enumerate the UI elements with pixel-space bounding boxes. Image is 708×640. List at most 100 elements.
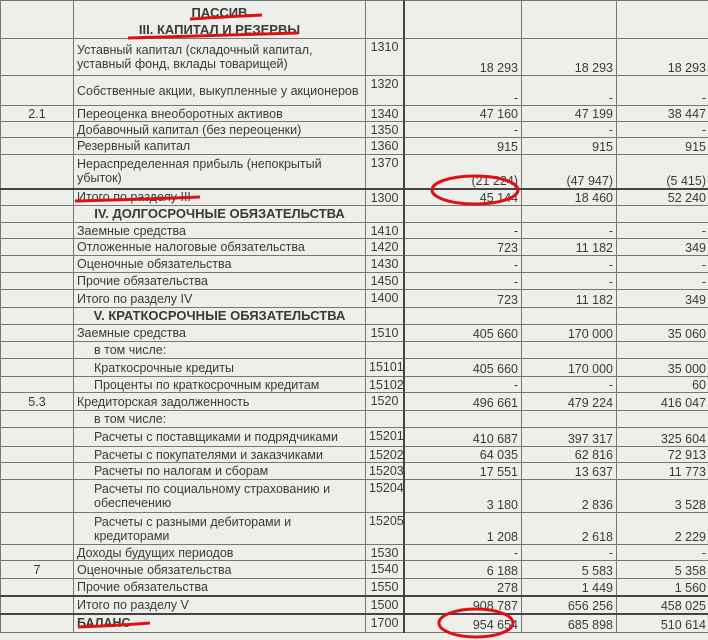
note-cell	[0, 578, 74, 596]
table-row: Заемные средства 1510 405 660 170 000 35 060	[0, 324, 708, 342]
line-code	[365, 307, 405, 325]
value-two-years-prior: -	[616, 255, 708, 273]
value-two-years-prior	[616, 341, 708, 359]
value-current: 723	[403, 238, 522, 256]
section-title: ПАССИВ	[191, 4, 248, 20]
value-current: 410 687	[403, 427, 522, 447]
total-row: БАЛАНС 1700 954 654 685 898 510 614	[0, 612, 708, 633]
line-code: 15203	[365, 462, 405, 480]
value-current: 496 661	[403, 392, 522, 411]
line-item-label: ПАССИВ III. КАПИТАЛ И РЕЗЕРВЫ	[73, 0, 366, 39]
line-code	[365, 0, 405, 39]
table-row: Оценочные обязательства 1430- - -	[0, 255, 708, 273]
line-item-label: IV. ДОЛГОСРОЧНЫЕ ОБЯЗАТЕЛЬСТВА	[73, 205, 366, 223]
note-cell	[0, 121, 74, 138]
note-cell	[0, 462, 74, 480]
line-item-label: Расчеты с покупателями и заказчиками	[73, 446, 366, 463]
value-two-years-prior: 3 528	[616, 479, 708, 513]
note-cell: 2.1	[0, 105, 74, 122]
total-row: Итого по разделу V 1500 908 787 656 256 458 …	[0, 594, 708, 614]
value-prior-year: 18 460	[521, 187, 617, 206]
note-cell: 7	[0, 560, 74, 579]
value-prior-year: 62 816	[521, 446, 617, 463]
line-code: 15205	[365, 512, 405, 545]
line-item-label: Отложенные налоговые обязательства	[73, 238, 366, 256]
value-prior-year	[521, 307, 617, 325]
value-prior-year: 397 317	[521, 427, 617, 447]
table-row: Отложенные налоговые обязательства 1420 72…	[0, 238, 708, 256]
note-cell: 5.3	[0, 392, 74, 411]
section-header-row: V. КРАТКОСРОЧНЫЕ ОБЯЗАТЕЛЬСТВА	[0, 307, 708, 325]
line-item-label: Собственные акции, выкупленные у акционе…	[73, 75, 366, 106]
table-row: Расчеты с покупателями и заказчиками 1520…	[0, 446, 708, 463]
value-two-years-prior: 18 293	[616, 38, 708, 76]
line-code: 1350	[365, 121, 405, 138]
note-cell	[0, 154, 74, 189]
value-current: -	[403, 75, 522, 106]
table-row: Итого по разделу IV 1400 723 11 182 349	[0, 289, 708, 308]
value-prior-year: 1 449	[521, 578, 617, 596]
line-code: 15101	[365, 358, 405, 377]
line-item-label: Итого по разделу IV	[73, 289, 366, 308]
value-current: 405 660	[403, 324, 522, 342]
line-code: 1500	[365, 594, 405, 614]
value-prior-year: 5 583	[521, 560, 617, 579]
section-header-row: IV. ДОЛГОСРОЧНЫЕ ОБЯЗАТЕЛЬСТВА	[0, 205, 708, 223]
value-prior-year: 915	[521, 137, 617, 155]
line-code: 1510	[365, 324, 405, 342]
value-current: 908 787	[403, 594, 522, 614]
value-current: 954 654	[403, 612, 522, 633]
line-code	[365, 341, 405, 359]
line-code	[365, 410, 405, 428]
value-two-years-prior: -	[616, 544, 708, 561]
value-two-years-prior: -	[616, 272, 708, 290]
line-code: 1370	[365, 154, 405, 189]
note-cell	[0, 612, 74, 633]
value-current	[403, 307, 522, 325]
table-row: Расчеты по социальному страхованию и обе…	[0, 479, 708, 513]
line-item-label: в том числе:	[73, 410, 366, 428]
value-two-years-prior: 5 358	[616, 560, 708, 579]
value-two-years-prior: 60	[616, 376, 708, 393]
note-cell	[0, 446, 74, 463]
line-item-label: Добавочный капитал (без переоценки)	[73, 121, 366, 138]
table-row: Расчеты с разными дебиторами и кредитора…	[0, 512, 708, 545]
line-item-label: Оценочные обязательства	[73, 255, 366, 273]
value-current: -	[403, 222, 522, 239]
table-row: Прочие обязательства 1550 278 1 449 1 560	[0, 578, 708, 596]
value-prior-year: (47 947)	[521, 154, 617, 189]
line-item-label: Заемные средства	[73, 222, 366, 239]
value-current: -	[403, 272, 522, 290]
line-item-label: Прочие обязательства	[73, 578, 366, 596]
line-item-label: Краткосрочные кредиты	[73, 358, 366, 377]
value-current: -	[403, 121, 522, 138]
note-cell	[0, 205, 74, 223]
line-item-label: Проценты по краткосрочным кредитам	[73, 376, 366, 393]
line-item-label: БАЛАНС	[73, 612, 366, 633]
value-two-years-prior: -	[616, 75, 708, 106]
section-header-label: III. КАПИТАЛ И РЕЗЕРВЫ	[138, 21, 301, 37]
value-two-years-prior: 2 229	[616, 512, 708, 545]
line-item-label: Переоценка внеоборотных активов	[73, 105, 366, 122]
table-row: Заемные средства 1410- - -	[0, 222, 708, 239]
line-code: 15204	[365, 479, 405, 513]
line-item-label: Расчеты с поставщиками и подрядчиками	[73, 427, 366, 447]
line-code: 1300	[365, 187, 405, 206]
value-current	[403, 410, 522, 428]
value-two-years-prior: 510 614	[616, 612, 708, 633]
total-row: Итого по разделу III 1300 45 144 18 460 52 2…	[0, 187, 708, 206]
note-cell	[0, 272, 74, 290]
value-prior-year: 2 618	[521, 512, 617, 545]
value-prior-year: 47 199	[521, 105, 617, 122]
value-prior-year: 685 898	[521, 612, 617, 633]
note-cell	[0, 479, 74, 513]
value-prior-year: -	[521, 376, 617, 393]
value-current: 278	[403, 578, 522, 596]
value-current: 6 188	[403, 560, 522, 579]
value-two-years-prior: 325 604	[616, 427, 708, 447]
value-current: 723	[403, 289, 522, 308]
note-cell	[0, 544, 74, 561]
value-two-years-prior: -	[616, 222, 708, 239]
value-prior-year: 656 256	[521, 594, 617, 614]
note-cell	[0, 594, 74, 614]
